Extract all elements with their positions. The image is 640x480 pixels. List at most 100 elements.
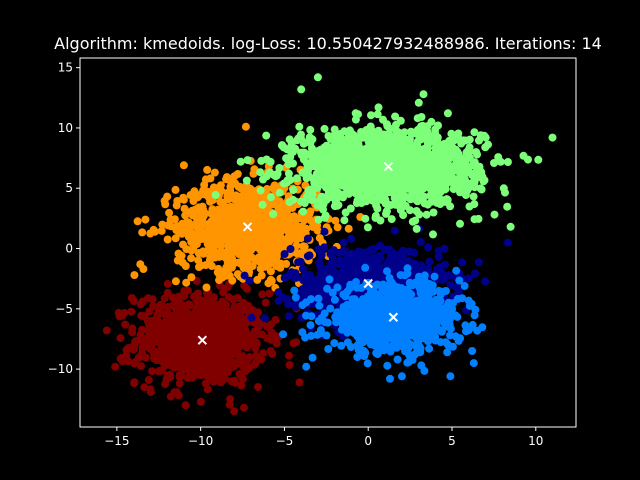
- data-point-cluster-4: [358, 133, 367, 142]
- data-point-cluster-4: [479, 177, 488, 186]
- data-point-cluster-2: [470, 311, 479, 320]
- data-point-cluster-0: [134, 354, 143, 362]
- data-point-cluster-4: [338, 190, 347, 199]
- data-point-cluster-0: [169, 338, 178, 347]
- data-point-cluster-2: [302, 362, 311, 371]
- data-point-cluster-4: [287, 140, 296, 149]
- data-point-cluster-0: [140, 383, 149, 392]
- data-point-cluster-4: [372, 195, 381, 204]
- data-point-cluster-0: [181, 301, 190, 310]
- data-point-cluster-2: [396, 271, 405, 280]
- data-point-cluster-1: [305, 251, 314, 260]
- data-point-cluster-4: [256, 186, 265, 195]
- data-point-cluster-0: [225, 364, 234, 373]
- data-point-cluster-0: [174, 328, 183, 337]
- data-point-cluster-3: [233, 198, 242, 207]
- data-point-cluster-3: [187, 246, 196, 255]
- data-point-cluster-4: [424, 140, 432, 149]
- data-point-cluster-4: [330, 178, 339, 187]
- data-point-cluster-4: [470, 177, 479, 186]
- data-point-cluster-2: [325, 275, 334, 284]
- data-point-cluster-4: [270, 171, 278, 179]
- data-point-cluster-2: [446, 372, 455, 381]
- data-point-cluster-4: [373, 110, 382, 119]
- data-point-cluster-4: [434, 121, 442, 130]
- data-point-cluster-4: [363, 156, 372, 165]
- data-point-cluster-2: [462, 327, 470, 336]
- data-point-cluster-4: [452, 156, 461, 165]
- data-point-cluster-2: [383, 290, 392, 299]
- data-point-cluster-4: [445, 136, 454, 145]
- data-point-cluster-2: [315, 301, 324, 310]
- data-point-cluster-3: [271, 246, 280, 255]
- data-point-cluster-1: [247, 313, 256, 322]
- data-point-cluster-0: [158, 330, 167, 339]
- data-point-cluster-2: [420, 271, 429, 280]
- data-point-cluster-4: [330, 125, 339, 134]
- data-point-cluster-0: [175, 372, 184, 381]
- data-point-cluster-4: [329, 170, 338, 179]
- data-point-cluster-4: [381, 196, 390, 205]
- data-point-cluster-2: [362, 279, 371, 288]
- data-point-cluster-2: [363, 336, 372, 345]
- data-point-cluster-4: [327, 155, 336, 163]
- data-point-cluster-1: [375, 252, 384, 260]
- data-point-cluster-2: [383, 267, 391, 276]
- data-point-cluster-2: [443, 348, 452, 357]
- data-point-cluster-3: [241, 202, 250, 211]
- data-point-cluster-2: [373, 294, 382, 303]
- data-point-cluster-3: [179, 161, 188, 170]
- data-point-cluster-3: [268, 231, 277, 240]
- data-point-cluster-1: [425, 257, 434, 266]
- data-point-cluster-4: [289, 186, 298, 194]
- data-point-cluster-4: [266, 193, 275, 202]
- data-point-cluster-0: [268, 349, 277, 358]
- data-point-cluster-3: [200, 189, 209, 198]
- data-point-cluster-3: [344, 224, 353, 233]
- data-point-cluster-4: [490, 159, 498, 167]
- data-point-cluster-4: [294, 134, 303, 143]
- data-point-cluster-0: [229, 329, 238, 338]
- data-point-cluster-4: [431, 168, 440, 177]
- data-point-cluster-2: [302, 311, 310, 320]
- data-point-cluster-3: [315, 234, 324, 243]
- data-point-cluster-2: [386, 374, 394, 383]
- data-point-cluster-2: [307, 331, 316, 340]
- data-point-cluster-1: [464, 274, 473, 283]
- data-point-cluster-4: [351, 189, 360, 198]
- data-point-cluster-2: [454, 336, 463, 345]
- data-point-cluster-0: [127, 307, 136, 316]
- data-point-cluster-1: [369, 254, 378, 263]
- data-point-cluster-3: [138, 228, 147, 237]
- data-point-cluster-3: [202, 283, 211, 292]
- medoids-layer: [197, 161, 399, 345]
- data-point-cluster-4: [278, 141, 286, 150]
- data-point-cluster-4: [413, 137, 422, 146]
- data-point-cluster-4: [259, 175, 267, 184]
- data-point-cluster-0: [150, 332, 159, 341]
- data-point-cluster-3: [260, 210, 269, 219]
- y-tick-label: −5: [55, 302, 73, 316]
- data-point-cluster-4: [456, 219, 464, 228]
- data-point-cluster-4: [256, 168, 265, 177]
- data-point-cluster-0: [223, 326, 232, 335]
- data-point-cluster-0: [215, 303, 224, 312]
- data-point-cluster-2: [298, 328, 307, 337]
- data-point-cluster-3: [253, 275, 262, 284]
- data-point-cluster-2: [404, 358, 413, 367]
- data-point-cluster-3: [215, 276, 224, 285]
- data-point-cluster-0: [175, 351, 184, 360]
- data-point-cluster-0: [196, 332, 205, 341]
- data-point-cluster-3: [188, 231, 197, 240]
- data-point-cluster-4: [340, 179, 349, 188]
- medoid-marker-0: [197, 335, 208, 345]
- data-point-cluster-2: [468, 347, 477, 355]
- data-point-cluster-4: [433, 198, 441, 207]
- data-point-cluster-3: [225, 271, 234, 280]
- data-point-cluster-4: [413, 114, 422, 123]
- data-point-cluster-0: [174, 298, 183, 307]
- data-point-cluster-1: [438, 276, 447, 284]
- data-point-cluster-0: [182, 356, 191, 365]
- data-point-cluster-3: [205, 236, 214, 245]
- data-point-cluster-4: [415, 159, 424, 168]
